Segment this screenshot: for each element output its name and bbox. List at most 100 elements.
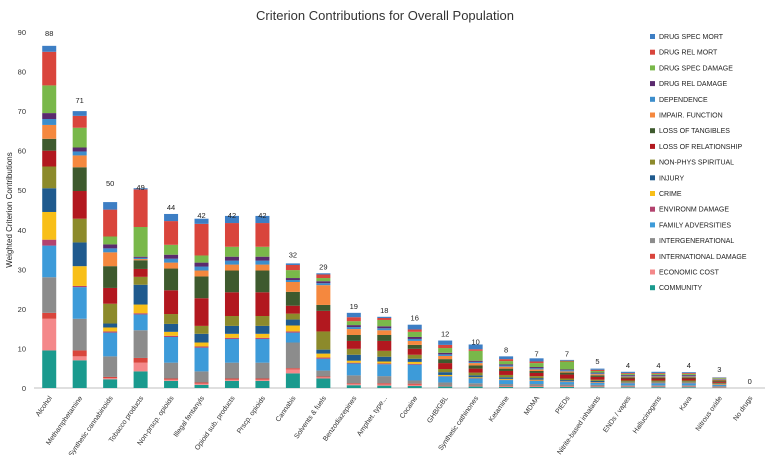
bar-segment (164, 254, 179, 259)
bar-segment (407, 336, 422, 339)
bar-segment (103, 252, 118, 267)
bar-segment (346, 362, 361, 364)
bar-segment (407, 358, 422, 362)
bar-segment (103, 266, 118, 288)
bar-segment (72, 266, 87, 286)
total-label: 71 (76, 96, 84, 105)
bar-segment (620, 385, 635, 387)
bar-segment (438, 359, 453, 364)
x-tick-label: Illegal fentanyls (173, 395, 207, 439)
bar-segment (560, 380, 575, 382)
total-label: 4 (626, 361, 630, 370)
legend-swatch (650, 143, 655, 149)
legend-label: DEPENDENCE (659, 97, 708, 104)
bar-segment (164, 314, 179, 324)
total-label: 12 (441, 330, 449, 339)
bar-segment (590, 372, 605, 374)
bar-segment (255, 215, 270, 224)
bar-segment (377, 361, 392, 364)
legend-swatch (650, 49, 655, 55)
bar-segment (346, 327, 361, 330)
bar-segment (529, 361, 544, 364)
bar-segment (560, 369, 575, 371)
bar-segment (103, 376, 118, 379)
bar-segment (224, 325, 239, 334)
bar-segment (529, 372, 544, 377)
x-tick-label: Nitrous oxide (695, 395, 724, 433)
bar-segment (377, 383, 392, 385)
bar-segment (224, 337, 239, 339)
bar-segment (590, 376, 605, 380)
legend-label: DRUG SPEC MORT (659, 34, 724, 41)
bar-segment (681, 373, 696, 375)
bar-segment (255, 379, 270, 381)
bar-segment (194, 347, 209, 372)
bar-segment (42, 239, 57, 246)
bar-segment (529, 379, 544, 381)
bar-segment (438, 344, 453, 349)
bar-segment (194, 298, 209, 326)
bar-segment (560, 384, 575, 387)
bar-segment (651, 375, 666, 377)
bar-segment (590, 369, 605, 371)
bar-segment (681, 375, 696, 377)
bar-segment (133, 371, 148, 388)
bar-segment (285, 331, 300, 333)
bar-segment (681, 377, 696, 379)
bar-segment (72, 218, 87, 243)
bar-segment (529, 363, 544, 368)
bar-segment (407, 364, 422, 381)
bar-segment (103, 331, 118, 333)
bar-segment (164, 378, 179, 380)
x-tick-label: Cocaine (399, 395, 420, 420)
bar-segment (285, 270, 300, 279)
legend-label: ENVIRONM DAMAGE (659, 207, 729, 214)
bar-segment (316, 273, 331, 275)
bar-segment (560, 371, 575, 373)
bar-segment (255, 270, 270, 293)
bar-segment (72, 155, 87, 168)
total-label: 3 (717, 365, 721, 374)
bar-segment (133, 268, 148, 277)
bar-segment (377, 350, 392, 357)
bar-segment (590, 375, 605, 377)
bar-segment (681, 387, 696, 388)
bar-segment (468, 368, 483, 373)
bar-segment (529, 378, 544, 380)
bar-segment (316, 278, 331, 282)
bar-segment (316, 274, 331, 279)
bar-segment (285, 342, 300, 369)
legend-label: COMMUNITY (659, 285, 702, 292)
legend-label: LOSS OF RELATIONSHIP (659, 144, 742, 151)
bar-segment (255, 325, 270, 334)
bar-segment (651, 377, 666, 379)
bar-segment (164, 380, 179, 388)
bar-segment (103, 356, 118, 377)
total-label: 5 (595, 357, 599, 366)
bar-segment (224, 270, 239, 293)
bar-segment (72, 285, 87, 288)
bar-segment (103, 209, 118, 237)
bar-segment (560, 359, 575, 361)
bar-segment (438, 340, 453, 345)
bar-segment (651, 371, 666, 373)
bar-segment (620, 378, 635, 381)
bar-segment (651, 381, 666, 383)
bar-segment (438, 352, 453, 355)
x-tick-label: GHB/GBL (426, 395, 450, 425)
bar-segment (681, 381, 696, 383)
bar-segment (316, 357, 331, 359)
bar-segment (468, 360, 483, 362)
bar-segment (346, 375, 361, 384)
x-tick-label: ENDs / vapes (602, 395, 633, 434)
bar-segment (560, 361, 575, 370)
bar-segment (712, 379, 727, 381)
total-label: 42 (258, 211, 266, 220)
bar-segment (560, 374, 575, 379)
bar-segment (224, 246, 239, 257)
bar-segment (194, 276, 209, 299)
bar-segment (316, 377, 331, 379)
bar-segment (42, 51, 57, 86)
bar-segment (468, 349, 483, 351)
bar-segment (103, 287, 118, 304)
